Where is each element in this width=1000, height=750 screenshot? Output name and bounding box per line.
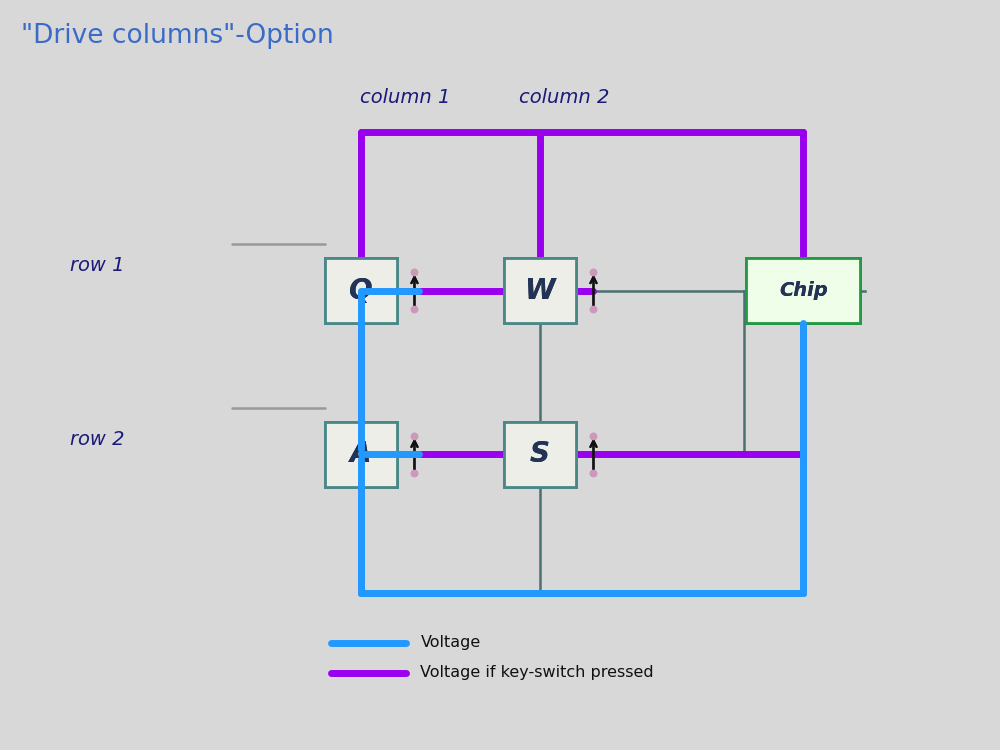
Text: column 2: column 2	[519, 88, 610, 106]
Text: Q: Q	[349, 277, 373, 304]
Text: Chip: Chip	[779, 281, 828, 300]
Text: Voltage: Voltage	[420, 635, 481, 650]
Text: Q: Q	[349, 277, 373, 304]
Text: W: W	[524, 277, 555, 304]
Bar	[325, 422, 397, 487]
Bar	[325, 258, 397, 323]
Bar	[504, 422, 576, 487]
Bar	[504, 258, 576, 323]
Bar	[325, 422, 397, 487]
Text: A: A	[350, 440, 372, 469]
Text: "Drive columns"-Option: "Drive columns"-Option	[21, 22, 333, 49]
Text: column 1: column 1	[360, 88, 451, 106]
Bar	[746, 258, 860, 323]
Text: row 1: row 1	[70, 256, 124, 275]
Text: S: S	[530, 440, 550, 469]
Text: A: A	[350, 440, 372, 469]
Bar	[325, 258, 397, 323]
Text: S: S	[530, 440, 550, 469]
Text: W: W	[524, 277, 555, 304]
Text: Voltage if key-switch pressed: Voltage if key-switch pressed	[420, 665, 654, 680]
Bar	[504, 422, 576, 487]
Text: Chip: Chip	[779, 281, 828, 300]
Bar	[504, 258, 576, 323]
Text: row 2: row 2	[70, 430, 124, 449]
Bar	[746, 258, 860, 323]
